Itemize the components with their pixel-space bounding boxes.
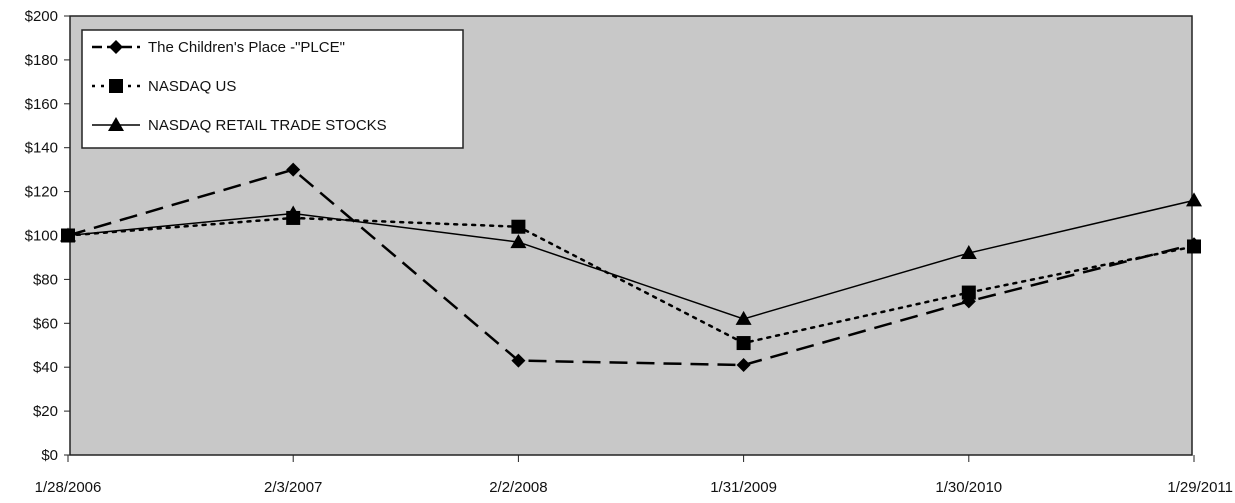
triangle-marker [60,227,76,242]
series-line [66,216,1196,345]
legend-label: NASDAQ US [148,78,236,95]
x-tick-label: 1/28/2006 [35,479,102,496]
legend-label: NASDAQ RETAIL TRADE STOCKS [148,117,387,134]
series-line [67,168,1195,367]
x-tick-label: 1/30/2010 [935,479,1002,496]
series-line [67,199,1195,320]
triangle-marker [735,310,752,325]
series-2 [61,210,1201,351]
x-tick-label: 2/3/2007 [264,479,322,496]
y-tick-label: $180 [25,52,58,69]
triangle-marker [510,234,527,249]
y-tick-label: $140 [25,140,58,157]
triangle-marker [108,117,124,131]
square-marker [961,285,976,300]
legend-box [81,29,464,149]
y-tick-label: $20 [33,403,58,420]
x-tick-label: 1/31/2009 [710,479,777,496]
legend: The Children's Place -"PLCE" NASDAQ US NAS… [81,29,464,149]
diamond-marker [736,358,751,373]
y-axis: $0 $20 $40 $60 $80 $100 $120 $140 $160 $180 $200 [25,8,70,464]
diamond-marker [511,353,526,368]
y-tick-label: $100 [25,228,58,245]
square-marker [511,219,526,234]
triangle-marker [285,205,302,220]
diamond-marker [109,40,123,54]
y-tick-label: $120 [25,184,58,201]
triangle-marker [1186,192,1202,207]
series-3 [60,192,1202,325]
x-tick-label: 2/2/2008 [489,479,547,496]
y-tick-label: $80 [33,271,58,288]
triangle-marker [960,245,977,260]
diamond-marker [286,162,301,177]
y-tick-label: $60 [33,315,58,332]
y-tick-label: $160 [25,96,58,113]
x-axis: 1/28/2006 2/3/2007 2/2/2008 1/31/2009 1/30/2… [35,455,1233,496]
square-marker [736,336,751,351]
y-tick-label: $40 [33,359,58,376]
x-tick-label: 1/29/2011 [1167,479,1233,496]
y-tick-label: $0 [41,447,58,464]
series-layer [60,162,1202,373]
square-marker [1187,239,1201,254]
legend-label: The Children's Place -"PLCE" [148,39,345,56]
square-marker [109,79,123,93]
y-tick-label: $200 [25,8,58,25]
